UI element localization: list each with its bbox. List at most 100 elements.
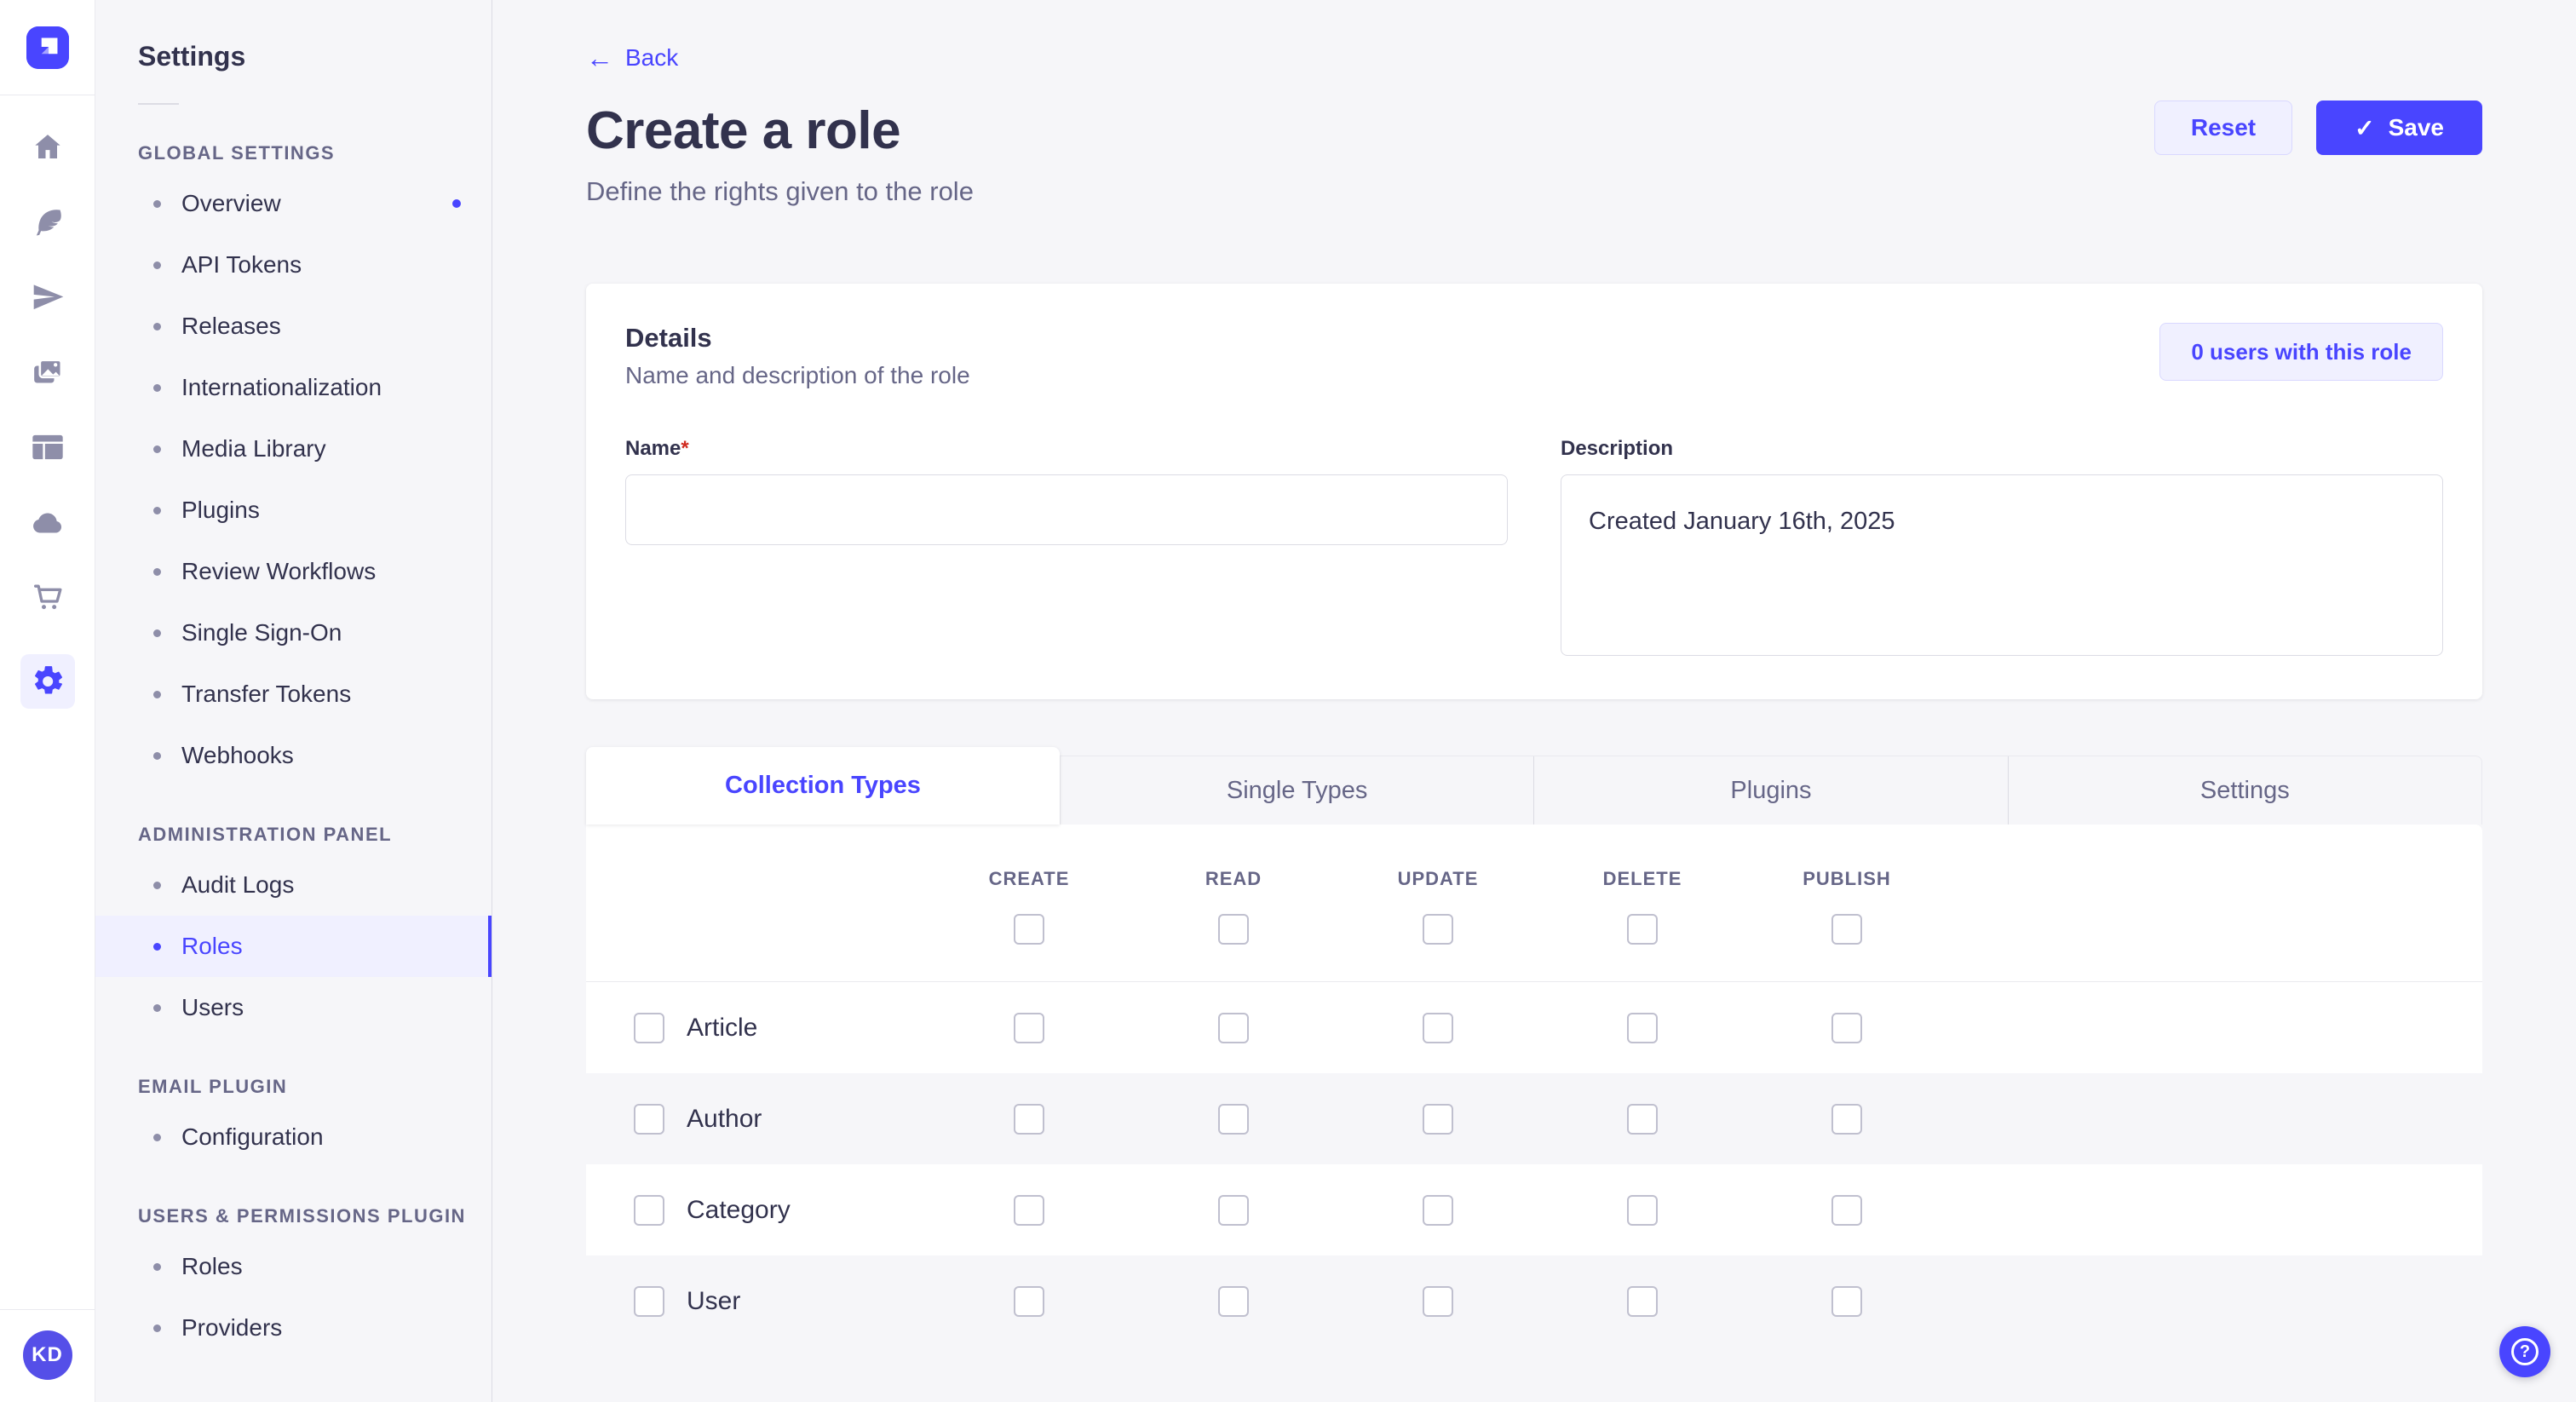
select-all-read-checkbox[interactable] — [1218, 914, 1249, 945]
help-button[interactable]: ? — [2499, 1326, 2550, 1377]
user-delete-checkbox[interactable] — [1627, 1285, 1658, 1317]
description-textarea[interactable]: Created January 16th, 2025 — [1561, 474, 2443, 656]
sidebar-item-api-tokens[interactable]: API Tokens — [95, 234, 492, 296]
content-type-builder-icon[interactable] — [30, 429, 66, 465]
select-all-publish-checkbox[interactable] — [1831, 914, 1862, 945]
table-row-article: Article — [586, 982, 2482, 1073]
releases-icon[interactable] — [30, 279, 66, 315]
save-label: Save — [2388, 114, 2444, 141]
avatar[interactable]: KD — [22, 1330, 72, 1380]
header-actions: Reset ✓ Save — [2153, 101, 2482, 155]
sidebar-item-media-library[interactable]: Media Library — [95, 418, 492, 480]
bullet-icon — [153, 567, 161, 576]
category-delete-checkbox[interactable] — [1627, 1194, 1658, 1226]
permissions-tabs: Collection Types Single Types Plugins Se… — [586, 747, 2482, 825]
article-publish-checkbox[interactable] — [1831, 1012, 1862, 1043]
bullet-icon — [153, 751, 161, 760]
deploy-cloud-icon[interactable] — [30, 504, 66, 540]
sidebar-item-single-sign-on[interactable]: Single Sign-On — [95, 602, 492, 664]
bullet-icon — [153, 322, 161, 330]
row-select-checkbox[interactable] — [634, 1012, 664, 1043]
sidebar-title: Settings — [138, 41, 246, 72]
bullet-icon — [153, 942, 161, 951]
column-read: READ — [1131, 861, 1336, 945]
row-select-checkbox[interactable] — [634, 1103, 664, 1135]
sidebar-item-webhooks[interactable]: Webhooks — [95, 725, 492, 786]
details-subtitle: Name and description of the role — [625, 362, 970, 388]
page-header: Create a role Reset ✓ Save — [586, 101, 2482, 161]
home-icon[interactable] — [30, 129, 66, 165]
content-manager-icon[interactable] — [30, 204, 66, 240]
bullet-icon — [153, 1003, 161, 1012]
description-field-group: Description Created January 16th, 2025 — [1561, 437, 2443, 660]
category-update-checkbox[interactable] — [1423, 1194, 1453, 1226]
sidebar-item-overview[interactable]: Overview — [95, 173, 492, 234]
sidebar-item-internationalization[interactable]: Internationalization — [95, 357, 492, 418]
bullet-icon — [153, 445, 161, 453]
strapi-logo-icon[interactable] — [26, 26, 69, 69]
save-button[interactable]: ✓ Save — [2316, 101, 2482, 155]
author-read-checkbox[interactable] — [1218, 1103, 1249, 1135]
author-create-checkbox[interactable] — [1014, 1103, 1044, 1135]
column-update: UPDATE — [1336, 861, 1540, 945]
title-divider — [138, 103, 179, 105]
tab-plugins[interactable]: Plugins — [1533, 756, 2007, 825]
marketplace-cart-icon[interactable] — [30, 579, 66, 615]
sidebar-item-transfer-tokens[interactable]: Transfer Tokens — [95, 664, 492, 725]
tab-collection-types[interactable]: Collection Types — [586, 747, 1060, 825]
sidebar-item-providers[interactable]: Providers — [95, 1297, 492, 1359]
sidebar-item-roles[interactable]: Roles — [95, 916, 492, 977]
category-read-checkbox[interactable] — [1218, 1194, 1249, 1226]
column-delete: DELETE — [1540, 861, 1745, 945]
category-publish-checkbox[interactable] — [1831, 1194, 1862, 1226]
media-library-icon[interactable] — [30, 354, 66, 390]
permissions-section: Collection Types Single Types Plugins Se… — [586, 747, 2482, 1347]
author-publish-checkbox[interactable] — [1831, 1103, 1862, 1135]
article-delete-checkbox[interactable] — [1627, 1012, 1658, 1043]
sidebar-item-users[interactable]: Users — [95, 977, 492, 1038]
select-all-update-checkbox[interactable] — [1423, 914, 1453, 945]
details-title: Details — [625, 323, 712, 353]
name-input[interactable] — [625, 474, 1508, 545]
category-create-checkbox[interactable] — [1014, 1194, 1044, 1226]
inactive-tabs: Single Types Plugins Settings — [1060, 756, 2482, 825]
page-title: Create a role — [586, 101, 901, 160]
bullet-icon — [153, 1324, 161, 1332]
rail-bottom: KD — [0, 1309, 95, 1402]
section-label-global-settings: GLOBAL SETTINGS — [138, 142, 336, 164]
sidebar-item-up-roles[interactable]: Roles — [95, 1236, 492, 1297]
author-delete-checkbox[interactable] — [1627, 1103, 1658, 1135]
check-icon: ✓ — [2355, 114, 2375, 141]
article-create-checkbox[interactable] — [1014, 1012, 1044, 1043]
bullet-icon — [153, 690, 161, 698]
row-select-checkbox[interactable] — [634, 1194, 664, 1226]
page-subtitle: Define the rights given to the role — [586, 176, 974, 206]
settings-gear-icon[interactable] — [20, 654, 75, 709]
column-publish: PUBLISH — [1745, 861, 1949, 945]
sidebar-item-plugins[interactable]: Plugins — [95, 480, 492, 541]
user-read-checkbox[interactable] — [1218, 1285, 1249, 1317]
bullet-icon — [153, 1262, 161, 1271]
sidebar-item-releases[interactable]: Releases — [95, 296, 492, 357]
select-all-create-checkbox[interactable] — [1014, 914, 1044, 945]
user-create-checkbox[interactable] — [1014, 1285, 1044, 1317]
reset-button[interactable]: Reset — [2153, 101, 2293, 155]
article-read-checkbox[interactable] — [1218, 1012, 1249, 1043]
article-update-checkbox[interactable] — [1423, 1012, 1453, 1043]
user-publish-checkbox[interactable] — [1831, 1285, 1862, 1317]
user-update-checkbox[interactable] — [1423, 1285, 1453, 1317]
bullet-icon — [153, 383, 161, 392]
row-select-checkbox[interactable] — [634, 1285, 664, 1317]
sidebar-item-audit-logs[interactable]: Audit Logs — [95, 854, 492, 916]
back-link[interactable]: ← Back — [586, 44, 678, 72]
column-create: CREATE — [927, 861, 1131, 945]
tab-single-types[interactable]: Single Types — [1226, 776, 1368, 804]
select-all-delete-checkbox[interactable] — [1627, 914, 1658, 945]
sidebar-item-configuration[interactable]: Configuration — [95, 1106, 492, 1168]
tab-settings[interactable]: Settings — [2007, 756, 2481, 825]
bullet-icon — [153, 1133, 161, 1141]
author-update-checkbox[interactable] — [1423, 1103, 1453, 1135]
table-row-author: Author — [586, 1073, 2482, 1164]
description-label: Description — [1561, 437, 1674, 460]
sidebar-item-review-workflows[interactable]: Review Workflows — [95, 541, 492, 602]
